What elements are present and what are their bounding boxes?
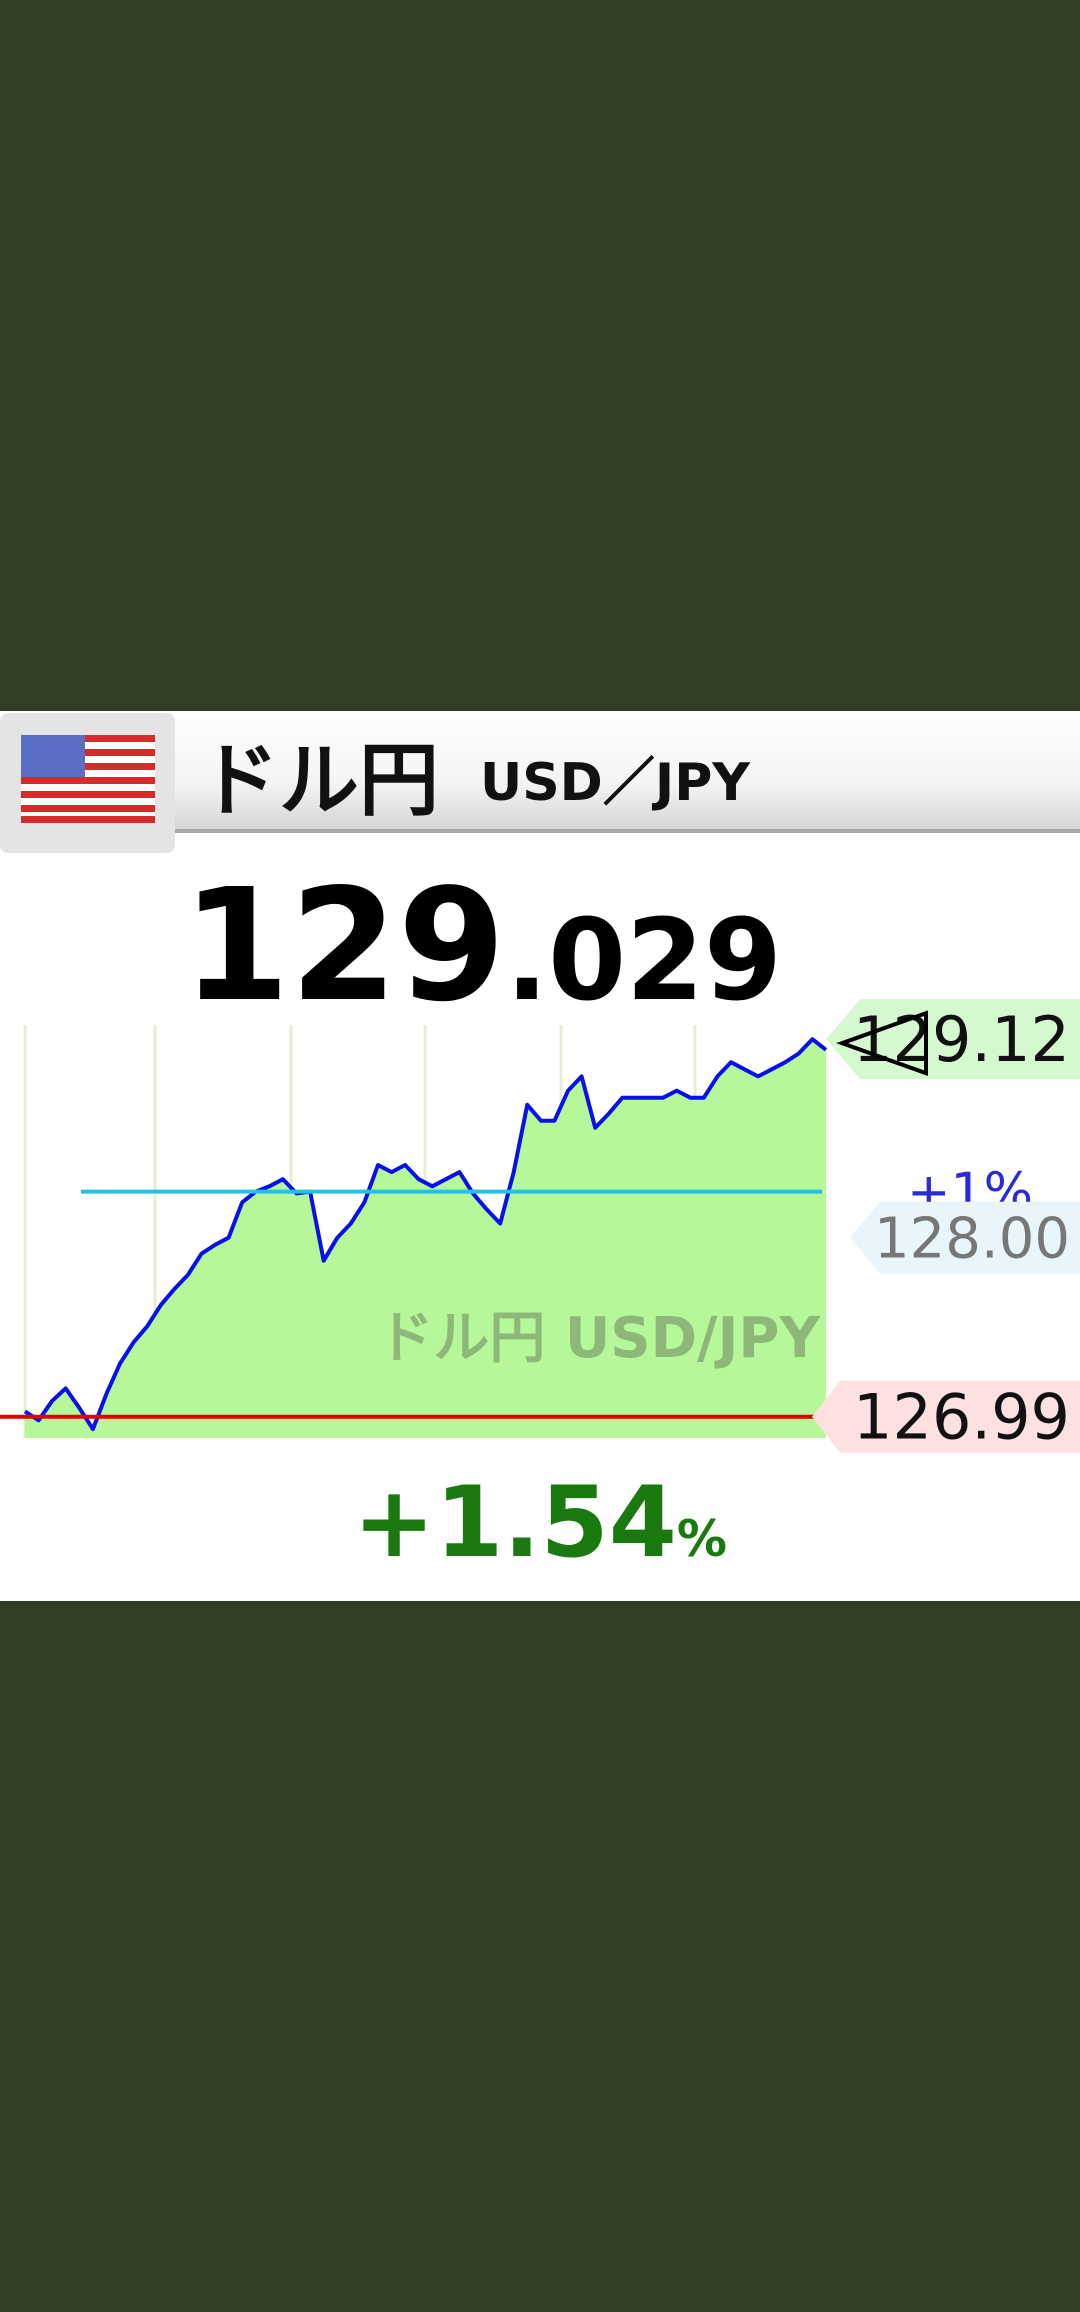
title: ドル円	[199, 734, 439, 827]
cursor	[836, 1010, 928, 1077]
change: +1.54%	[353, 1466, 727, 1580]
last-value: 129.12	[853, 1003, 1070, 1076]
change-value: +1.54	[353, 1466, 677, 1580]
reference-label: 126.99	[853, 1381, 1070, 1454]
price-decimal: .029	[506, 896, 782, 1026]
header-bar	[0, 711, 1080, 831]
y-tick-label: 128.00	[874, 1207, 1070, 1272]
label-box	[812, 1380, 1080, 1453]
price: 129.029	[182, 855, 782, 1036]
us-flag	[21, 735, 155, 823]
change-unit: %	[677, 1510, 727, 1568]
price-integer: 129	[182, 855, 506, 1036]
watermark: ドル円 USD/JPY	[377, 1306, 821, 1371]
pair: USD／JPY	[480, 753, 751, 813]
area	[25, 1039, 826, 1438]
tick-box	[850, 1201, 1080, 1274]
line	[23, 1037, 828, 1432]
header-border	[0, 829, 1080, 833]
